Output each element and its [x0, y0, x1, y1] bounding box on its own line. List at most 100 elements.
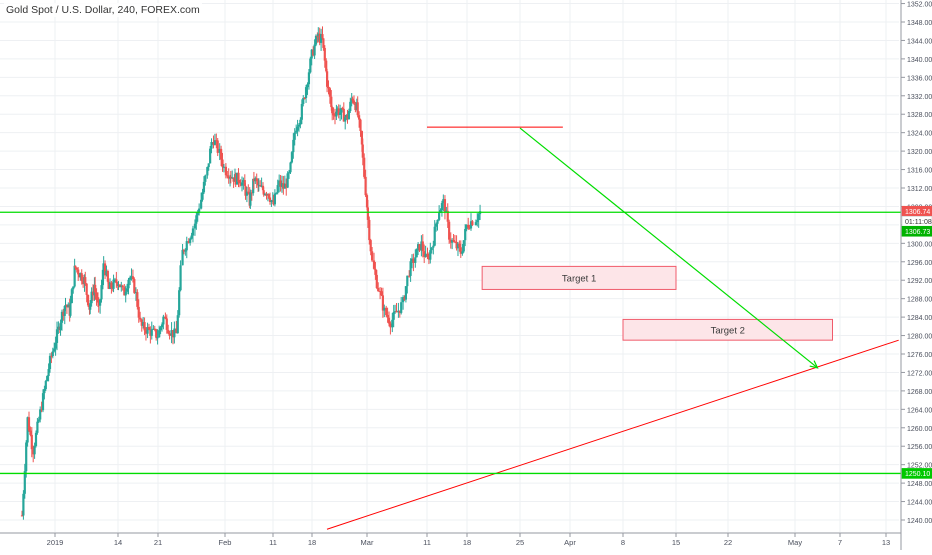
- candle-body: [360, 131, 363, 145]
- candle-body: [365, 195, 369, 208]
- candle-body: [131, 276, 135, 280]
- candle-body: [149, 329, 152, 336]
- candle-body: [351, 98, 354, 101]
- candle-body: [302, 97, 305, 104]
- candle-body: [359, 119, 362, 132]
- candle-body: [133, 279, 136, 293]
- candle-body: [406, 275, 409, 287]
- candle-body: [158, 330, 161, 338]
- candle-body: [234, 174, 237, 185]
- time-tick-label: 25: [516, 538, 524, 547]
- candle-body: [272, 200, 275, 205]
- candle-body: [330, 96, 333, 108]
- grid-lines: [0, 0, 899, 532]
- price-tick-label: 1320.00: [907, 149, 932, 156]
- candle-body: [369, 240, 372, 252]
- candle-body: [452, 240, 455, 242]
- candle-body: [344, 117, 347, 122]
- target-box-1[interactable]: [481, 265, 677, 290]
- candle-body: [282, 183, 285, 189]
- candle-body: [189, 238, 192, 243]
- trend-line[interactable]: [326, 339, 899, 530]
- candle-body: [164, 316, 167, 319]
- candle-body: [429, 250, 432, 260]
- candle-body: [325, 60, 328, 72]
- candle-body: [185, 241, 188, 251]
- candle-body: [477, 214, 480, 221]
- candle-body: [120, 285, 123, 288]
- candle-body: [155, 329, 158, 338]
- candle-body: [27, 417, 31, 431]
- time-tick-label: 14: [114, 538, 122, 547]
- time-tick-label: 7: [838, 538, 842, 547]
- candle-body: [184, 250, 187, 252]
- candle-body: [402, 297, 405, 303]
- candle-body: [210, 142, 213, 149]
- candle-body: [60, 311, 64, 323]
- candle-body: [22, 493, 25, 516]
- candle-body: [64, 305, 67, 307]
- candle-body: [312, 49, 315, 56]
- candle-body: [89, 303, 92, 310]
- candle-body: [424, 253, 427, 257]
- candle-body: [368, 219, 371, 241]
- candle-body: [314, 35, 318, 45]
- projection-arrow[interactable]: [519, 127, 818, 369]
- candle-body: [250, 192, 253, 194]
- horizontal-lines[interactable]: [0, 211, 901, 475]
- candle-body: [69, 303, 72, 316]
- candle-body: [442, 199, 445, 204]
- candle-body: [85, 283, 88, 295]
- price-tick-label: 1340.00: [907, 57, 932, 64]
- candle-body: [412, 258, 415, 263]
- candle-body: [160, 324, 164, 328]
- candle-body: [392, 311, 395, 320]
- candle-body: [389, 323, 392, 328]
- candle-body: [55, 329, 59, 343]
- candle-body: [267, 194, 270, 198]
- time-tick-label: 18: [308, 538, 316, 547]
- time-tick-label: 11: [269, 538, 277, 547]
- candle-body: [39, 409, 42, 420]
- target-label-2: Target 2: [711, 325, 745, 336]
- candle-body: [112, 279, 115, 289]
- candle-body: [110, 282, 113, 289]
- price-tick-label: 1292.00: [907, 278, 932, 285]
- drawings[interactable]: Target 1 Target 2: [326, 126, 899, 530]
- candle-body: [377, 287, 380, 292]
- candle-body: [439, 209, 442, 213]
- candle-body: [317, 33, 320, 37]
- candle-body: [75, 267, 78, 270]
- candle-body: [385, 307, 388, 316]
- candle-body: [280, 183, 284, 187]
- candle-body: [222, 166, 226, 168]
- candle-body: [130, 276, 133, 278]
- time-tick-label: 8: [621, 538, 625, 547]
- candle-body: [461, 251, 464, 254]
- price-tick-label: 1324.00: [907, 131, 932, 138]
- candle-body: [448, 221, 451, 240]
- candle-body: [213, 140, 217, 145]
- candle-body: [170, 330, 173, 336]
- candle-body: [91, 291, 95, 296]
- target-box-2[interactable]: [622, 318, 833, 341]
- candle-body: [139, 317, 142, 320]
- candle-body: [44, 381, 47, 390]
- candle-body: [196, 211, 199, 216]
- candle-body: [417, 244, 420, 249]
- candle-body: [231, 177, 234, 179]
- candle-body: [51, 351, 54, 357]
- chart-title: Gold Spot / U.S. Dollar, 240, FOREX.com: [4, 3, 202, 17]
- candle-body: [46, 376, 49, 382]
- candle-body: [356, 102, 359, 116]
- candle-body: [173, 328, 176, 338]
- candle-body: [290, 152, 294, 163]
- candle-body: [346, 115, 349, 120]
- candle-body: [123, 287, 126, 296]
- candle-body: [307, 72, 311, 85]
- candle-body: [224, 166, 227, 176]
- candle-body: [404, 286, 407, 300]
